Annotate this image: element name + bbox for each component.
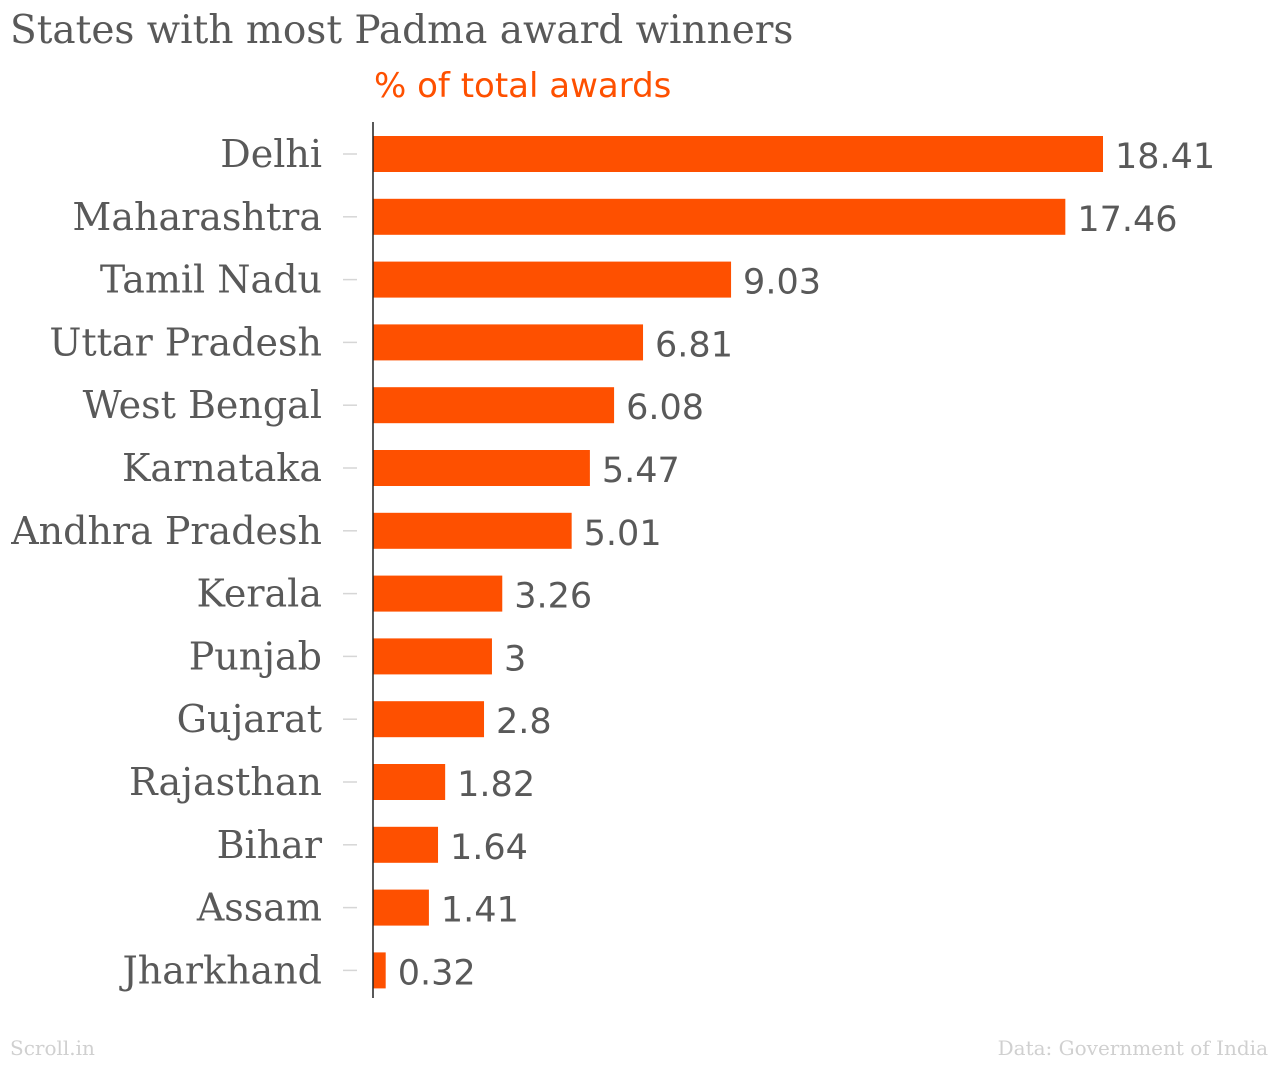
- category-label: Delhi: [220, 132, 322, 176]
- bar: [373, 136, 1103, 172]
- bar-row-kerala: Kerala 3.26: [197, 572, 593, 617]
- category-label: Karnataka: [122, 446, 322, 490]
- bar: [373, 261, 732, 298]
- value-label: 3.26: [514, 577, 592, 617]
- bar-row-karnataka: Karnataka 5.47: [122, 446, 680, 491]
- value-label: 2.8: [496, 702, 552, 742]
- value-label: 6.81: [655, 325, 733, 365]
- value-label: 3: [504, 639, 526, 679]
- value-label: 1.82: [457, 765, 535, 805]
- value-label: 18.41: [1115, 137, 1215, 177]
- category-label: West Bengal: [83, 383, 322, 427]
- bar-row-bihar: Bihar 1.64: [217, 823, 528, 868]
- value-label: 5.47: [602, 451, 680, 491]
- category-label: Tamil Nadu: [100, 258, 322, 302]
- bar-row-punjab: Punjab 3: [189, 634, 527, 679]
- bar-row-assam: Assam 1.41: [196, 886, 519, 931]
- bar-row-tamil-nadu: Tamil Nadu 9.03: [100, 258, 821, 303]
- category-label: Kerala: [197, 572, 323, 616]
- bar: [373, 638, 492, 675]
- bars-layer: Delhi 18.41 Maharashtra 17.46 Tamil Nadu 9.03…: [10, 132, 1215, 993]
- data-credit: Data: Government of India: [997, 1036, 1268, 1060]
- category-label: Punjab: [189, 634, 322, 678]
- category-label: Andhra Pradesh: [10, 509, 322, 553]
- bar: [373, 198, 1066, 235]
- bar-row-rajasthan: Rajasthan 1.82: [129, 760, 535, 805]
- bar-chart: Delhi 18.41 Maharashtra 17.46 Tamil Nadu 9.03…: [10, 122, 1215, 998]
- bar: [373, 764, 446, 800]
- bar-row-maharashtra: Maharashtra 17.46: [72, 195, 1177, 240]
- category-label: Assam: [196, 886, 322, 930]
- category-label: Rajasthan: [129, 760, 322, 804]
- category-label: Bihar: [217, 823, 323, 867]
- bar: [373, 952, 386, 989]
- value-label: 9.03: [743, 263, 821, 303]
- bar-row-jharkhand: Jharkhand 0.32: [119, 948, 476, 993]
- chart-title: States with most Padma award winners: [10, 8, 794, 53]
- bar: [373, 512, 572, 549]
- bar: [373, 575, 503, 612]
- value-label: 1.41: [441, 891, 519, 931]
- value-label: 0.32: [398, 953, 476, 993]
- category-label: Jharkhand: [119, 948, 322, 992]
- bar-row-west-bengal: West Bengal 6.08: [83, 383, 704, 428]
- source-credit: Scroll.in: [10, 1036, 95, 1060]
- value-label: 17.46: [1077, 200, 1177, 240]
- bar-row-gujarat: Gujarat 2.8: [177, 697, 552, 742]
- bar-row-andhra-pradesh: Andhra Pradesh 5.01: [10, 509, 661, 554]
- bar: [373, 450, 590, 486]
- bar: [373, 826, 439, 863]
- category-label: Gujarat: [177, 697, 322, 741]
- bar: [373, 889, 429, 926]
- bar: [373, 701, 485, 738]
- category-label: Maharashtra: [72, 195, 322, 239]
- value-label: 6.08: [626, 388, 704, 428]
- value-label: 1.64: [450, 828, 528, 868]
- category-label: Uttar Pradesh: [49, 320, 322, 364]
- bar-row-uttar-pradesh: Uttar Pradesh 6.81: [49, 320, 733, 365]
- bar: [373, 324, 644, 361]
- value-label: 5.01: [584, 514, 662, 554]
- bar-row-delhi: Delhi 18.41: [220, 132, 1215, 177]
- chart-subtitle: % of total awards: [374, 66, 672, 106]
- bar: [373, 387, 615, 424]
